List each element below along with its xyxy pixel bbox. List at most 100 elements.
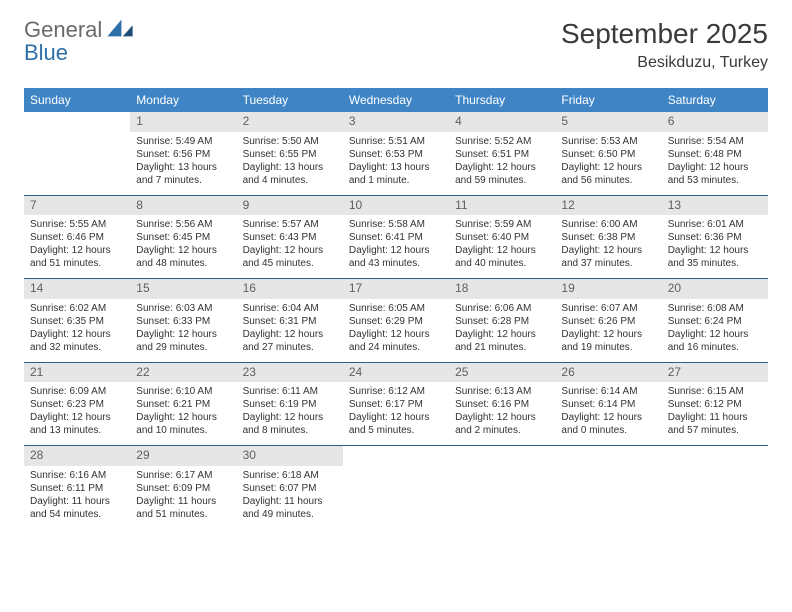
- calendar-header-row: SundayMondayTuesdayWednesdayThursdayFrid…: [24, 88, 768, 112]
- calendar-day-cell: [343, 446, 449, 529]
- calendar-day-cell: 22Sunrise: 6:10 AMSunset: 6:21 PMDayligh…: [130, 362, 236, 446]
- sunrise-text: Sunrise: 6:03 AM: [136, 302, 230, 315]
- brand-sail-icon: [106, 18, 134, 43]
- calendar-day-cell: 18Sunrise: 6:06 AMSunset: 6:28 PMDayligh…: [449, 279, 555, 363]
- sunrise-text: Sunrise: 5:56 AM: [136, 218, 230, 231]
- sunrise-text: Sunrise: 6:12 AM: [349, 385, 443, 398]
- page-title: September 2025: [561, 18, 768, 50]
- calendar-day-cell: 4Sunrise: 5:52 AMSunset: 6:51 PMDaylight…: [449, 112, 555, 195]
- daylight-text: Daylight: 13 hours and 4 minutes.: [243, 161, 337, 187]
- calendar-day-cell: [24, 112, 130, 195]
- day-number: 14: [24, 279, 130, 299]
- weekday-header: Sunday: [24, 88, 130, 112]
- sunset-text: Sunset: 6:48 PM: [668, 148, 762, 161]
- calendar-day-cell: 11Sunrise: 5:59 AMSunset: 6:40 PMDayligh…: [449, 195, 555, 279]
- day-number: 20: [662, 279, 768, 299]
- calendar-day-cell: 28Sunrise: 6:16 AMSunset: 6:11 PMDayligh…: [24, 446, 130, 529]
- sunrise-text: Sunrise: 6:10 AM: [136, 385, 230, 398]
- sunrise-text: Sunrise: 5:58 AM: [349, 218, 443, 231]
- sunset-text: Sunset: 6:14 PM: [561, 398, 655, 411]
- calendar-week-row: 1Sunrise: 5:49 AMSunset: 6:56 PMDaylight…: [24, 112, 768, 195]
- calendar-table: SundayMondayTuesdayWednesdayThursdayFrid…: [24, 88, 768, 529]
- calendar-day-cell: 10Sunrise: 5:58 AMSunset: 6:41 PMDayligh…: [343, 195, 449, 279]
- calendar-day-cell: 9Sunrise: 5:57 AMSunset: 6:43 PMDaylight…: [237, 195, 343, 279]
- sunrise-text: Sunrise: 5:52 AM: [455, 135, 549, 148]
- daylight-text: Daylight: 11 hours and 57 minutes.: [668, 411, 762, 437]
- calendar-day-cell: 25Sunrise: 6:13 AMSunset: 6:16 PMDayligh…: [449, 362, 555, 446]
- sunset-text: Sunset: 6:16 PM: [455, 398, 549, 411]
- sunset-text: Sunset: 6:26 PM: [561, 315, 655, 328]
- daylight-text: Daylight: 12 hours and 51 minutes.: [30, 244, 124, 270]
- day-number: 15: [130, 279, 236, 299]
- calendar-day-cell: [449, 446, 555, 529]
- calendar-week-row: 21Sunrise: 6:09 AMSunset: 6:23 PMDayligh…: [24, 362, 768, 446]
- header: General Blue September 2025 Besikduzu, T…: [24, 18, 768, 72]
- daylight-text: Daylight: 12 hours and 32 minutes.: [30, 328, 124, 354]
- calendar-day-cell: 19Sunrise: 6:07 AMSunset: 6:26 PMDayligh…: [555, 279, 661, 363]
- calendar-day-cell: 30Sunrise: 6:18 AMSunset: 6:07 PMDayligh…: [237, 446, 343, 529]
- location-subtitle: Besikduzu, Turkey: [561, 54, 768, 72]
- calendar-day-cell: 23Sunrise: 6:11 AMSunset: 6:19 PMDayligh…: [237, 362, 343, 446]
- day-number: 27: [662, 363, 768, 383]
- daylight-text: Daylight: 12 hours and 29 minutes.: [136, 328, 230, 354]
- day-number: 12: [555, 196, 661, 216]
- brand-line1: General: [24, 17, 102, 42]
- day-number: 21: [24, 363, 130, 383]
- daylight-text: Daylight: 12 hours and 35 minutes.: [668, 244, 762, 270]
- sunrise-text: Sunrise: 6:18 AM: [243, 469, 337, 482]
- sunrise-text: Sunrise: 6:07 AM: [561, 302, 655, 315]
- calendar-day-cell: 29Sunrise: 6:17 AMSunset: 6:09 PMDayligh…: [130, 446, 236, 529]
- daylight-text: Daylight: 12 hours and 40 minutes.: [455, 244, 549, 270]
- day-number: 4: [449, 112, 555, 132]
- daylight-text: Daylight: 12 hours and 53 minutes.: [668, 161, 762, 187]
- daylight-text: Daylight: 13 hours and 1 minute.: [349, 161, 443, 187]
- sunset-text: Sunset: 6:11 PM: [30, 482, 124, 495]
- day-number: 7: [24, 196, 130, 216]
- day-number: 6: [662, 112, 768, 132]
- sunset-text: Sunset: 6:17 PM: [349, 398, 443, 411]
- sunset-text: Sunset: 6:35 PM: [30, 315, 124, 328]
- day-number: 2: [237, 112, 343, 132]
- calendar-day-cell: 12Sunrise: 6:00 AMSunset: 6:38 PMDayligh…: [555, 195, 661, 279]
- daylight-text: Daylight: 11 hours and 51 minutes.: [136, 495, 230, 521]
- sunset-text: Sunset: 6:19 PM: [243, 398, 337, 411]
- day-number: 13: [662, 196, 768, 216]
- sunset-text: Sunset: 6:31 PM: [243, 315, 337, 328]
- calendar-day-cell: 16Sunrise: 6:04 AMSunset: 6:31 PMDayligh…: [237, 279, 343, 363]
- calendar-week-row: 7Sunrise: 5:55 AMSunset: 6:46 PMDaylight…: [24, 195, 768, 279]
- daylight-text: Daylight: 12 hours and 27 minutes.: [243, 328, 337, 354]
- weekday-header: Saturday: [662, 88, 768, 112]
- daylight-text: Daylight: 12 hours and 45 minutes.: [243, 244, 337, 270]
- sunset-text: Sunset: 6:24 PM: [668, 315, 762, 328]
- sunrise-text: Sunrise: 6:15 AM: [668, 385, 762, 398]
- sunrise-text: Sunrise: 5:54 AM: [668, 135, 762, 148]
- day-number: 8: [130, 196, 236, 216]
- daylight-text: Daylight: 12 hours and 48 minutes.: [136, 244, 230, 270]
- calendar-day-cell: 20Sunrise: 6:08 AMSunset: 6:24 PMDayligh…: [662, 279, 768, 363]
- daylight-text: Daylight: 11 hours and 54 minutes.: [30, 495, 124, 521]
- weekday-header: Wednesday: [343, 88, 449, 112]
- sunset-text: Sunset: 6:38 PM: [561, 231, 655, 244]
- day-number: 5: [555, 112, 661, 132]
- sunrise-text: Sunrise: 5:57 AM: [243, 218, 337, 231]
- sunset-text: Sunset: 6:36 PM: [668, 231, 762, 244]
- daylight-text: Daylight: 12 hours and 8 minutes.: [243, 411, 337, 437]
- calendar-day-cell: 24Sunrise: 6:12 AMSunset: 6:17 PMDayligh…: [343, 362, 449, 446]
- day-number: 1: [130, 112, 236, 132]
- calendar-day-cell: 21Sunrise: 6:09 AMSunset: 6:23 PMDayligh…: [24, 362, 130, 446]
- sunrise-text: Sunrise: 6:11 AM: [243, 385, 337, 398]
- calendar-day-cell: 13Sunrise: 6:01 AMSunset: 6:36 PMDayligh…: [662, 195, 768, 279]
- day-number: 24: [343, 363, 449, 383]
- day-number: 3: [343, 112, 449, 132]
- title-block: September 2025 Besikduzu, Turkey: [561, 18, 768, 72]
- daylight-text: Daylight: 12 hours and 2 minutes.: [455, 411, 549, 437]
- sunset-text: Sunset: 6:50 PM: [561, 148, 655, 161]
- day-number: 22: [130, 363, 236, 383]
- sunset-text: Sunset: 6:29 PM: [349, 315, 443, 328]
- day-number: 10: [343, 196, 449, 216]
- sunset-text: Sunset: 6:46 PM: [30, 231, 124, 244]
- sunset-text: Sunset: 6:53 PM: [349, 148, 443, 161]
- daylight-text: Daylight: 11 hours and 49 minutes.: [243, 495, 337, 521]
- sunrise-text: Sunrise: 6:05 AM: [349, 302, 443, 315]
- daylight-text: Daylight: 12 hours and 56 minutes.: [561, 161, 655, 187]
